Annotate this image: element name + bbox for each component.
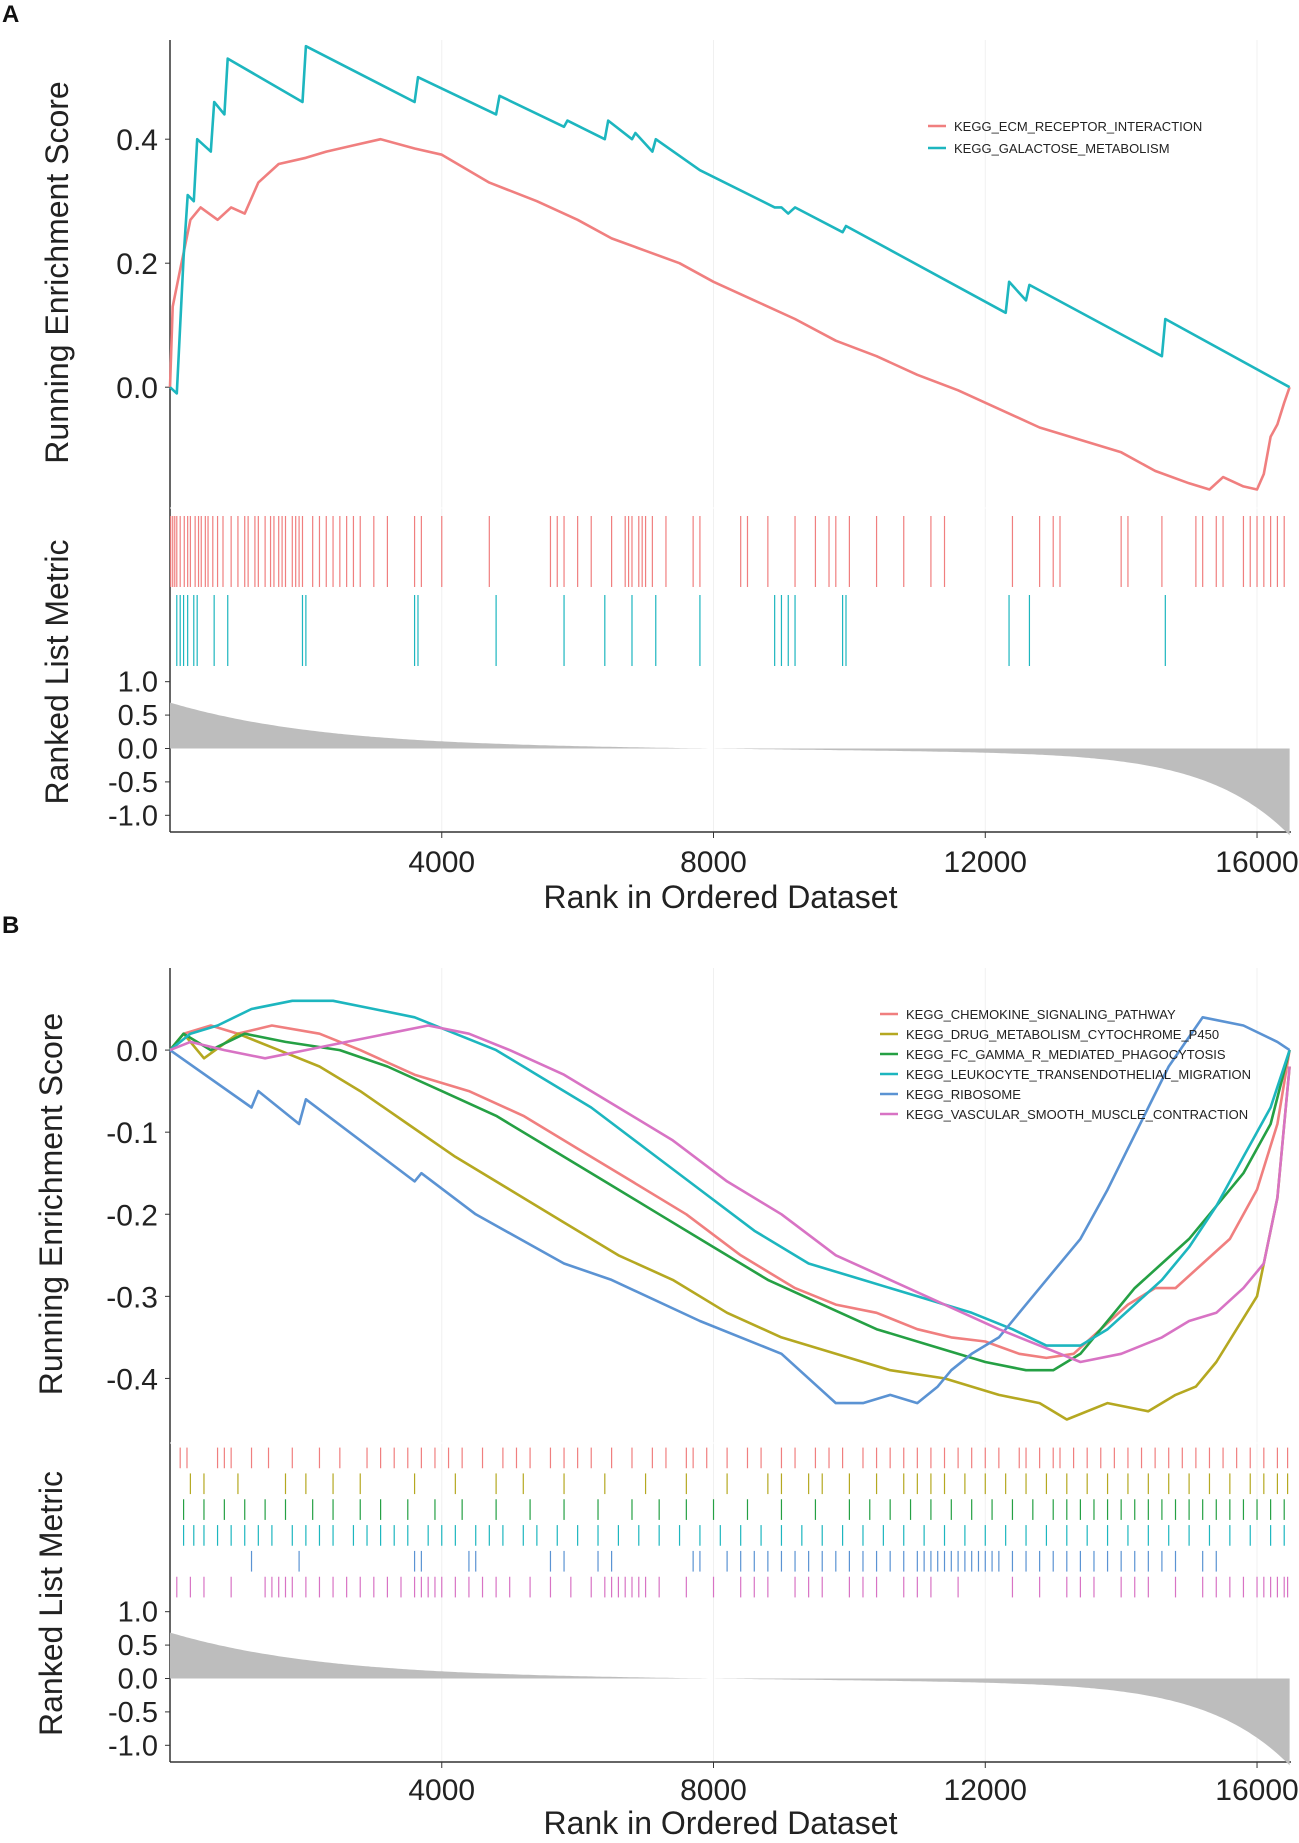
hit-track-2 [176, 595, 1166, 666]
legend-label: KEGG_ECM_RECEPTOR_INTERACTION [954, 119, 1202, 134]
y-axis-label-es: Running Enrichment Score [33, 1013, 69, 1395]
es-line-5 [169, 1015, 1291, 1405]
hit-track-6 [176, 1576, 1289, 1598]
hit-track-2 [189, 1473, 1289, 1495]
y-tick-label-metric: 1.0 [118, 667, 158, 699]
y-tick-label-metric: 0.0 [118, 733, 158, 765]
y-tick-label-metric: 0.5 [118, 1630, 158, 1662]
y-tick-label-metric: -0.5 [108, 1697, 158, 1729]
es-line-2 [168, 1032, 1291, 1421]
es-line-1 [168, 137, 1291, 491]
y-tick-label-metric: 1.0 [118, 1597, 158, 1629]
x-tick-label: 12000 [944, 1774, 1027, 1807]
y-tick-label-metric: -0.5 [108, 767, 158, 799]
y-tick-label-es: 0.0 [116, 1035, 158, 1068]
y-axis-label-metric: Ranked List Metric [33, 1471, 69, 1736]
panel-label: B [2, 912, 19, 939]
legend-label: KEGG_GALACTOSE_METABOLISM [954, 141, 1170, 156]
legend: KEGG_ECM_RECEPTOR_INTERACTION KEGG_GALACT… [928, 119, 1202, 156]
legend-label: KEGG_VASCULAR_SMOOTH_MUSCLE_CONTRACTION [906, 1107, 1248, 1122]
y-axis-label-metric: Ranked List Metric [39, 540, 75, 805]
x-tick-label: 4000 [408, 846, 475, 879]
y-tick-label-es: -0.1 [106, 1117, 158, 1150]
y-axis-label-es: Running Enrichment Score [39, 81, 75, 463]
x-tick-label: 16000 [1215, 846, 1298, 879]
y-tick-label-es: 0.0 [116, 372, 158, 405]
x-axis-label: Rank in Ordered Dataset [544, 1805, 898, 1841]
legend-label: KEGG_LEUKOCYTE_TRANSENDOTHELIAL_MIGRATIO… [906, 1067, 1251, 1082]
x-tick-label: 8000 [680, 1774, 747, 1807]
x-axis-label: Rank in Ordered Dataset [544, 879, 898, 915]
es-line-4 [169, 999, 1291, 1347]
y-tick-label-metric: -1.0 [108, 800, 158, 832]
es-line-3 [168, 1032, 1291, 1372]
legend-label: KEGG_RIBOSOME [906, 1087, 1021, 1102]
hit-track-1 [179, 1447, 1289, 1469]
hit-track-1 [170, 516, 1285, 587]
ranked-metric-area [170, 702, 1290, 836]
y-tick-label-metric: 0.0 [118, 1663, 158, 1695]
legend-label: KEGG_FC_GAMMA_R_MEDIATED_PHAGOCYTOSIS [906, 1047, 1226, 1062]
hit-track-4 [182, 1525, 1285, 1546]
y-tick-label-metric: -1.0 [108, 1730, 158, 1762]
y-tick-label-es: -0.3 [106, 1281, 158, 1314]
y-tick-label-metric: 0.5 [118, 700, 158, 732]
y-tick-label-es: 0.2 [116, 248, 158, 281]
y-tick-label-es: -0.4 [106, 1363, 158, 1396]
es-line-1 [168, 1024, 1291, 1360]
es-line-2 [169, 44, 1291, 395]
legend-label: KEGG_DRUG_METABOLISM_CYTOCHROME_P450 [906, 1027, 1219, 1042]
x-tick-label: 12000 [944, 846, 1027, 879]
ranked-metric-area [170, 1632, 1290, 1766]
legend: KEGG_CHEMOKINE_SIGNALING_PATHWAY KEGG_DRU… [880, 1007, 1251, 1122]
legend-label: KEGG_CHEMOKINE_SIGNALING_PATHWAY [906, 1007, 1176, 1022]
y-tick-label-es: 0.4 [116, 124, 158, 157]
x-tick-label: 16000 [1215, 1774, 1298, 1807]
x-tick-label: 4000 [408, 1774, 475, 1807]
panel-b: B0.0-0.1-0.2-0.3-0.4-1.0-0.50.00.51.0400… [2, 912, 1299, 1841]
x-tick-label: 8000 [680, 846, 747, 879]
y-tick-label-es: -0.2 [106, 1199, 158, 1232]
panel-label: A [2, 1, 19, 28]
es-line-6 [169, 1024, 1291, 1364]
hit-track-3 [182, 1499, 1285, 1520]
hit-track-5 [250, 1550, 1217, 1572]
